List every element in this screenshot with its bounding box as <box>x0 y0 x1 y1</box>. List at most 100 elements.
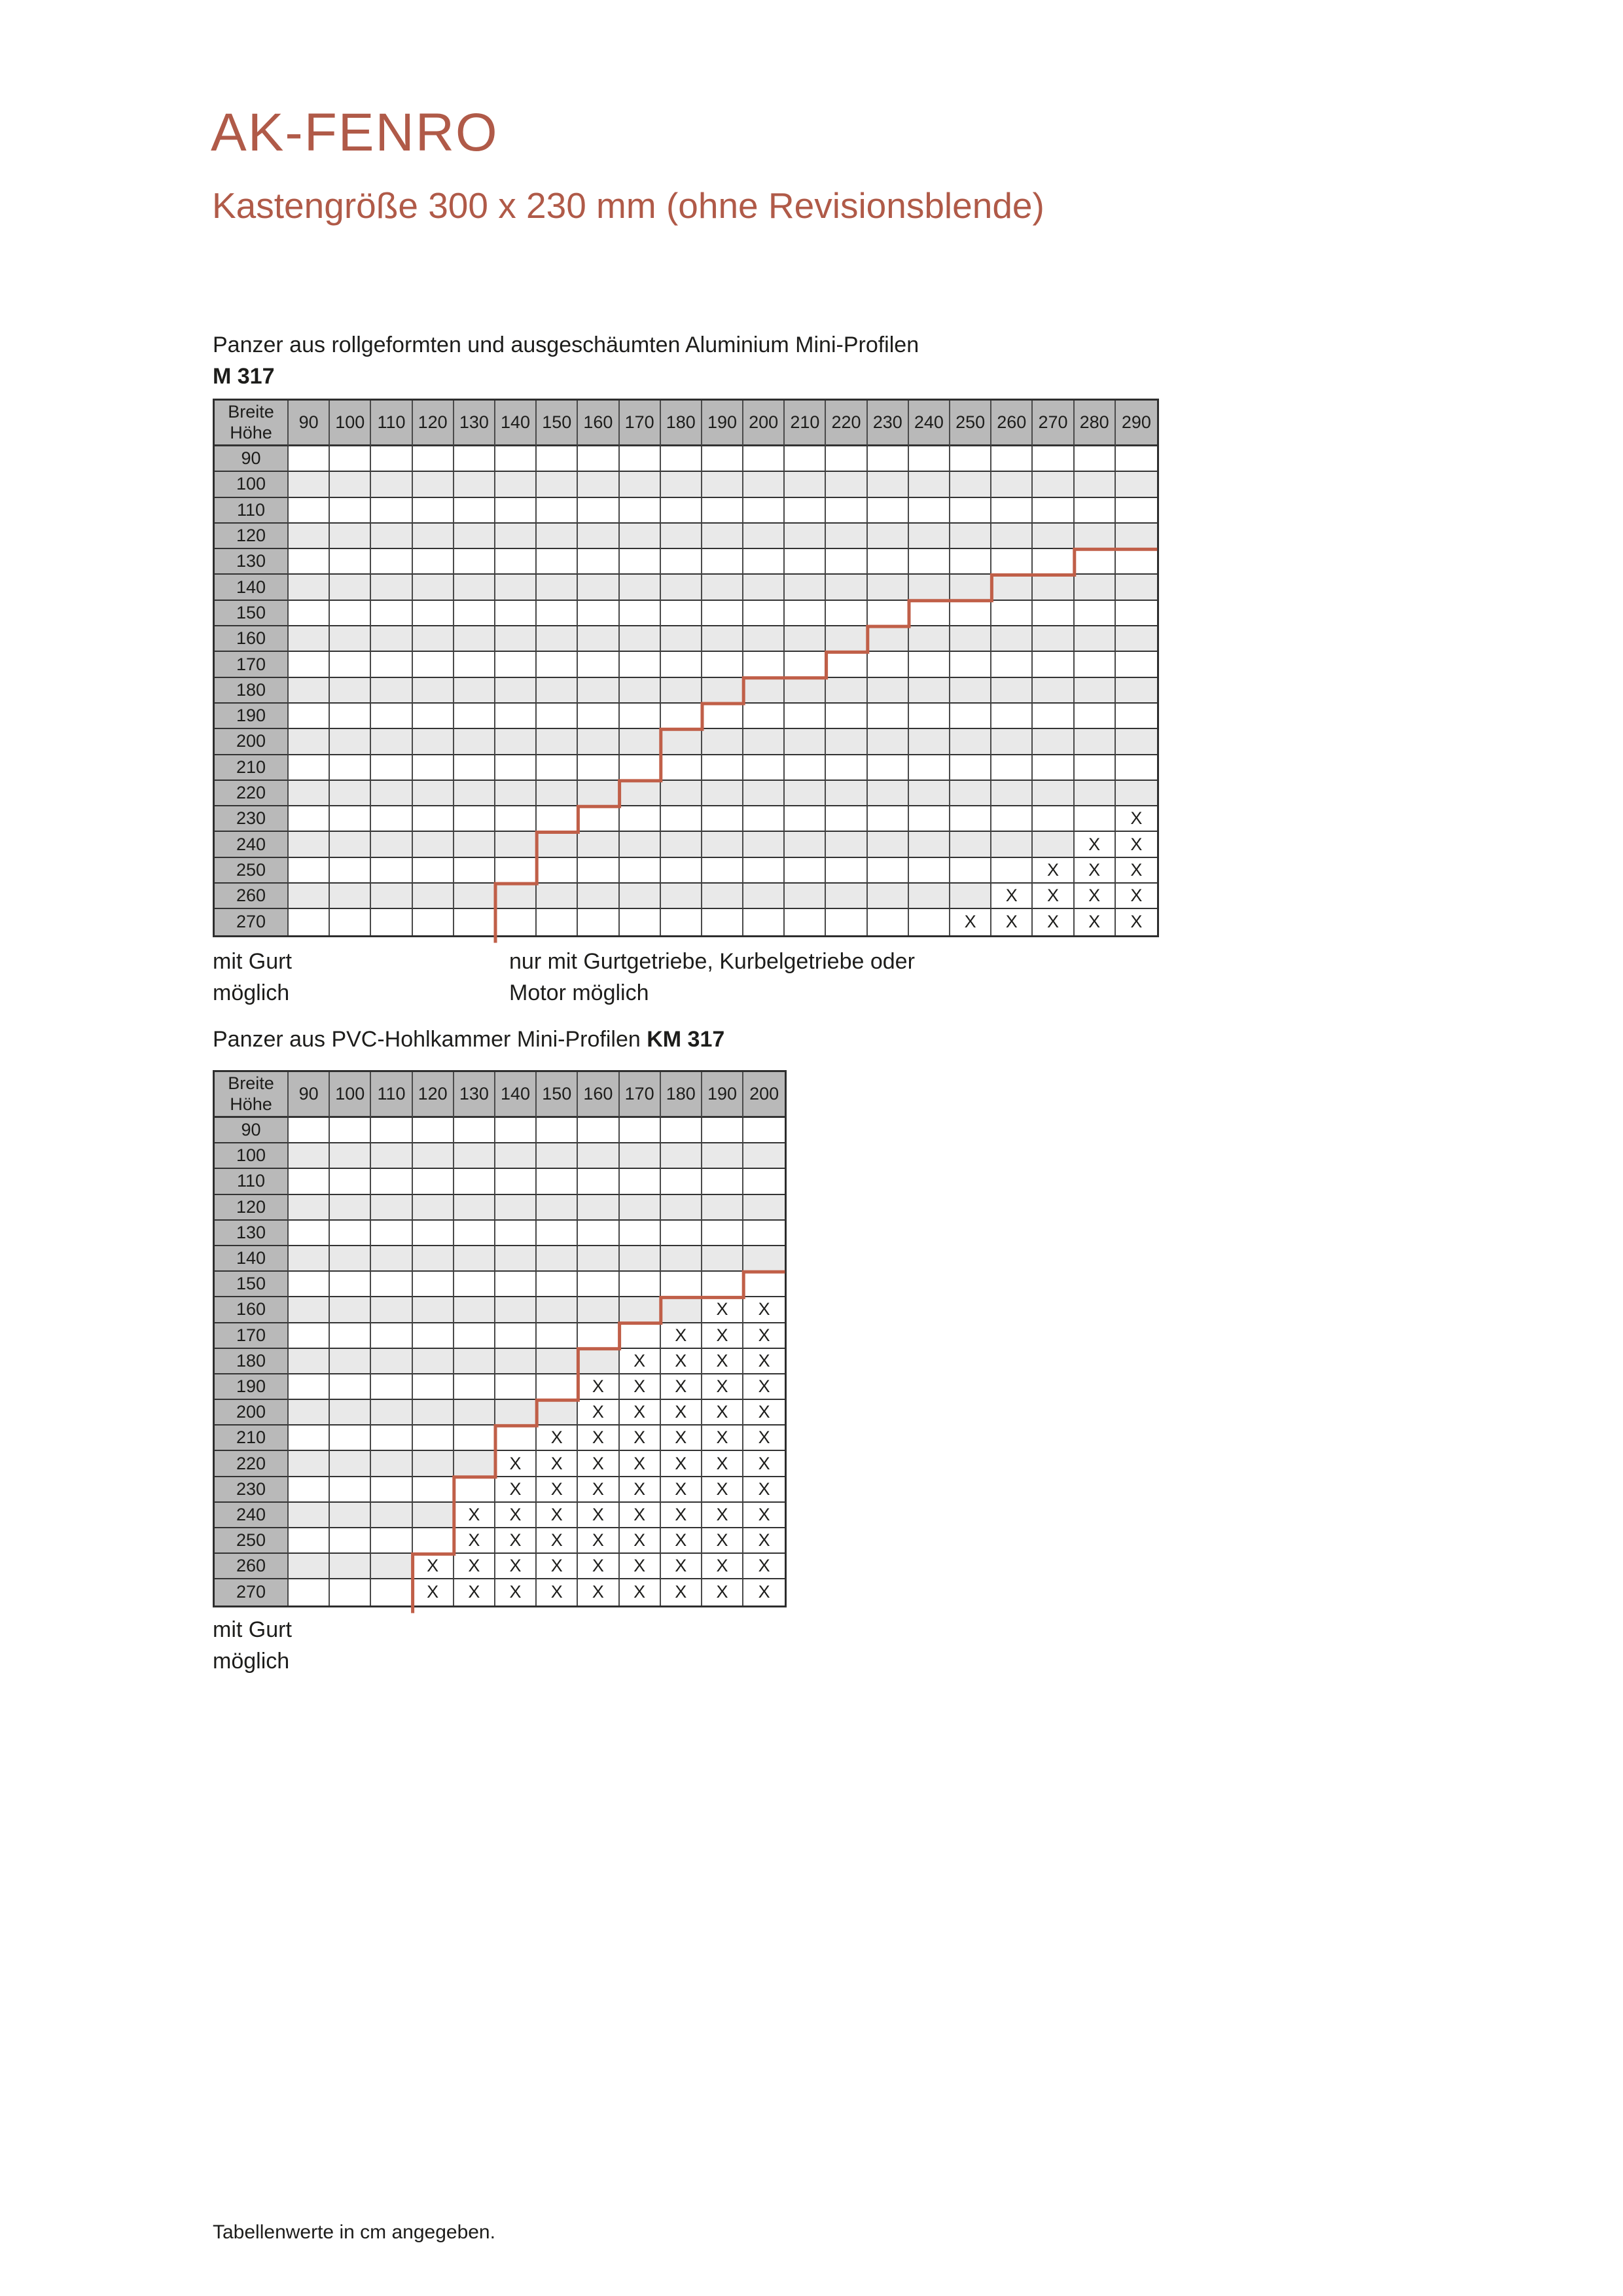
data-cell <box>289 832 330 858</box>
data-cell <box>867 523 909 550</box>
x-mark-cell: X <box>537 1528 579 1554</box>
data-cell <box>371 677 413 704</box>
col-header-cell: 270 <box>1033 401 1075 446</box>
data-cell <box>1115 575 1157 601</box>
data-cell <box>412 884 454 910</box>
x-mark-cell: X <box>578 1400 620 1426</box>
data-cell <box>495 549 537 575</box>
data-cell <box>1033 497 1075 524</box>
data-cell <box>660 1169 702 1195</box>
data-cell <box>826 729 868 755</box>
row-header-cell: 170 <box>215 1323 289 1349</box>
data-cell <box>743 832 785 858</box>
data-cell <box>537 677 579 704</box>
data-cell <box>578 677 620 704</box>
x-mark-cell: X <box>660 1477 702 1503</box>
data-cell <box>578 652 620 678</box>
row-header-cell: 100 <box>215 1143 289 1170</box>
data-cell <box>289 677 330 704</box>
data-cell <box>371 1297 413 1323</box>
data-cell <box>371 1426 413 1452</box>
data-cell <box>743 446 785 473</box>
data-cell <box>495 703 537 730</box>
data-cell <box>1074 780 1116 807</box>
data-cell <box>454 1220 495 1246</box>
data-cell <box>454 575 495 601</box>
data-cell <box>371 1374 413 1401</box>
row-header-cell: 190 <box>215 703 289 730</box>
data-cell <box>619 755 661 781</box>
data-cell <box>950 497 992 524</box>
data-cell <box>412 446 454 473</box>
x-mark-cell: X <box>495 1554 537 1580</box>
data-cell <box>908 677 950 704</box>
data-cell <box>908 652 950 678</box>
x-mark-cell: X <box>578 1374 620 1401</box>
data-cell <box>578 1220 620 1246</box>
data-cell <box>991 446 1033 473</box>
data-cell <box>908 909 950 935</box>
x-mark-cell: X <box>578 1451 620 1477</box>
data-cell <box>289 497 330 524</box>
data-cell <box>289 446 330 473</box>
data-cell <box>991 497 1033 524</box>
col-header-cell: 170 <box>619 1072 661 1118</box>
data-cell <box>702 575 744 601</box>
data-cell <box>660 497 702 524</box>
data-cell <box>289 575 330 601</box>
x-mark-cell: X <box>578 1528 620 1554</box>
row-header-cell: 210 <box>215 755 289 781</box>
row-header-cell: 230 <box>215 806 289 833</box>
legend-mit-gurt-2: mit Gurt möglich <box>213 1615 292 1677</box>
data-cell <box>289 1348 330 1374</box>
data-cell <box>289 1272 330 1298</box>
data-cell <box>702 549 744 575</box>
data-cell <box>495 729 537 755</box>
data-cell <box>537 1169 579 1195</box>
data-cell <box>537 575 579 601</box>
data-cell <box>950 857 992 884</box>
data-cell <box>371 857 413 884</box>
data-cell <box>495 472 537 498</box>
data-cell <box>950 703 992 730</box>
data-cell <box>330 523 372 550</box>
data-cell <box>1074 703 1116 730</box>
data-cell <box>867 677 909 704</box>
x-mark-cell: X <box>578 1477 620 1503</box>
x-mark-cell: X <box>454 1502 495 1528</box>
data-cell <box>702 1272 744 1298</box>
data-cell <box>702 523 744 550</box>
data-cell <box>371 755 413 781</box>
data-cell <box>578 472 620 498</box>
x-mark-cell: X <box>702 1374 744 1401</box>
data-cell <box>537 755 579 781</box>
data-cell <box>702 1118 744 1144</box>
x-mark-cell: X <box>619 1579 661 1605</box>
data-cell <box>289 1297 330 1323</box>
x-mark-cell: X <box>1074 857 1116 884</box>
data-cell <box>454 1400 495 1426</box>
data-cell <box>371 549 413 575</box>
row-header-cell: 150 <box>215 600 289 627</box>
x-mark-cell: X <box>619 1502 661 1528</box>
data-cell <box>578 1118 620 1144</box>
data-cell <box>537 857 579 884</box>
data-cell <box>330 806 372 833</box>
data-cell <box>454 1194 495 1221</box>
data-cell <box>660 857 702 884</box>
data-cell <box>371 1554 413 1580</box>
data-cell <box>826 832 868 858</box>
data-cell <box>785 497 827 524</box>
data-cell <box>991 549 1033 575</box>
data-cell <box>371 575 413 601</box>
data-cell <box>537 652 579 678</box>
data-cell <box>289 806 330 833</box>
x-mark-cell: X <box>702 1579 744 1605</box>
data-cell <box>660 575 702 601</box>
data-cell <box>412 1143 454 1170</box>
data-cell <box>412 1477 454 1503</box>
data-cell <box>289 1554 330 1580</box>
x-mark-cell: X <box>702 1528 744 1554</box>
data-cell <box>454 884 495 910</box>
col-header-cell: 200 <box>743 401 785 446</box>
